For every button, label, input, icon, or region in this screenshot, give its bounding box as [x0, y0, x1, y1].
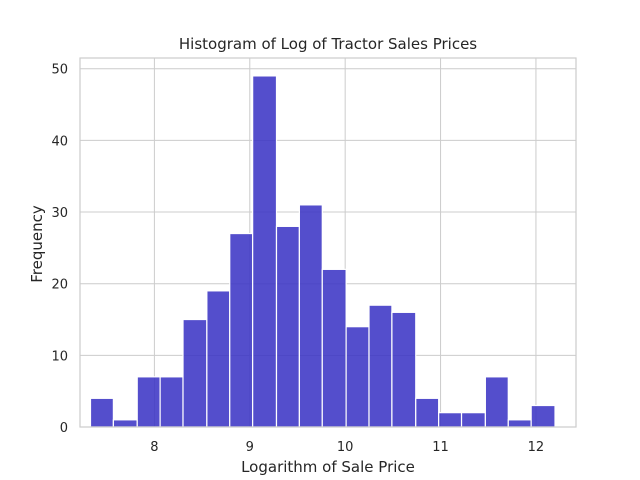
histogram-bar	[298, 204, 323, 428]
histogram-bar	[182, 318, 208, 428]
histogram-bar	[136, 376, 161, 428]
bars-group	[89, 75, 556, 428]
histogram-bar	[345, 326, 370, 428]
histogram-bar	[252, 75, 278, 428]
y-tick-label: 50	[51, 63, 68, 78]
histogram-bar	[321, 268, 347, 428]
y-axis-label: Frequency	[28, 205, 46, 283]
y-tick-label: 40	[51, 134, 68, 149]
histogram-bar	[275, 225, 300, 428]
x-tick-label: 11	[432, 440, 449, 455]
histogram-bar	[507, 419, 532, 428]
histogram-bar	[438, 412, 463, 428]
histogram-bar	[159, 376, 184, 428]
histogram-bar	[460, 412, 486, 428]
x-tick-label: 12	[528, 440, 545, 455]
x-tick-label: 9	[246, 440, 254, 455]
y-tick-label: 0	[60, 421, 68, 436]
histogram-bar	[112, 419, 138, 428]
histogram-bar	[206, 290, 231, 428]
y-tick-labels: 0 10 20 30 40 50	[51, 63, 68, 436]
histogram-bar	[484, 376, 509, 428]
histogram-bar	[89, 397, 114, 428]
x-tick-label: 10	[337, 440, 354, 455]
x-tick-labels: 8 9 10 11 12	[150, 440, 544, 455]
y-tick-label: 10	[51, 349, 68, 364]
y-tick-label: 20	[51, 278, 68, 293]
histogram-bar	[368, 304, 393, 428]
histogram-bar	[530, 404, 556, 428]
x-axis-label: Logarithm of Sale Price	[241, 458, 415, 476]
y-tick-label: 30	[51, 206, 68, 221]
histogram-bar	[229, 232, 254, 428]
histogram-bar	[415, 397, 440, 428]
x-tick-label: 8	[150, 440, 158, 455]
chart-title: Histogram of Log of Tractor Sales Prices	[179, 35, 477, 53]
histogram-bar	[391, 311, 417, 428]
plot-frame	[79, 57, 577, 428]
